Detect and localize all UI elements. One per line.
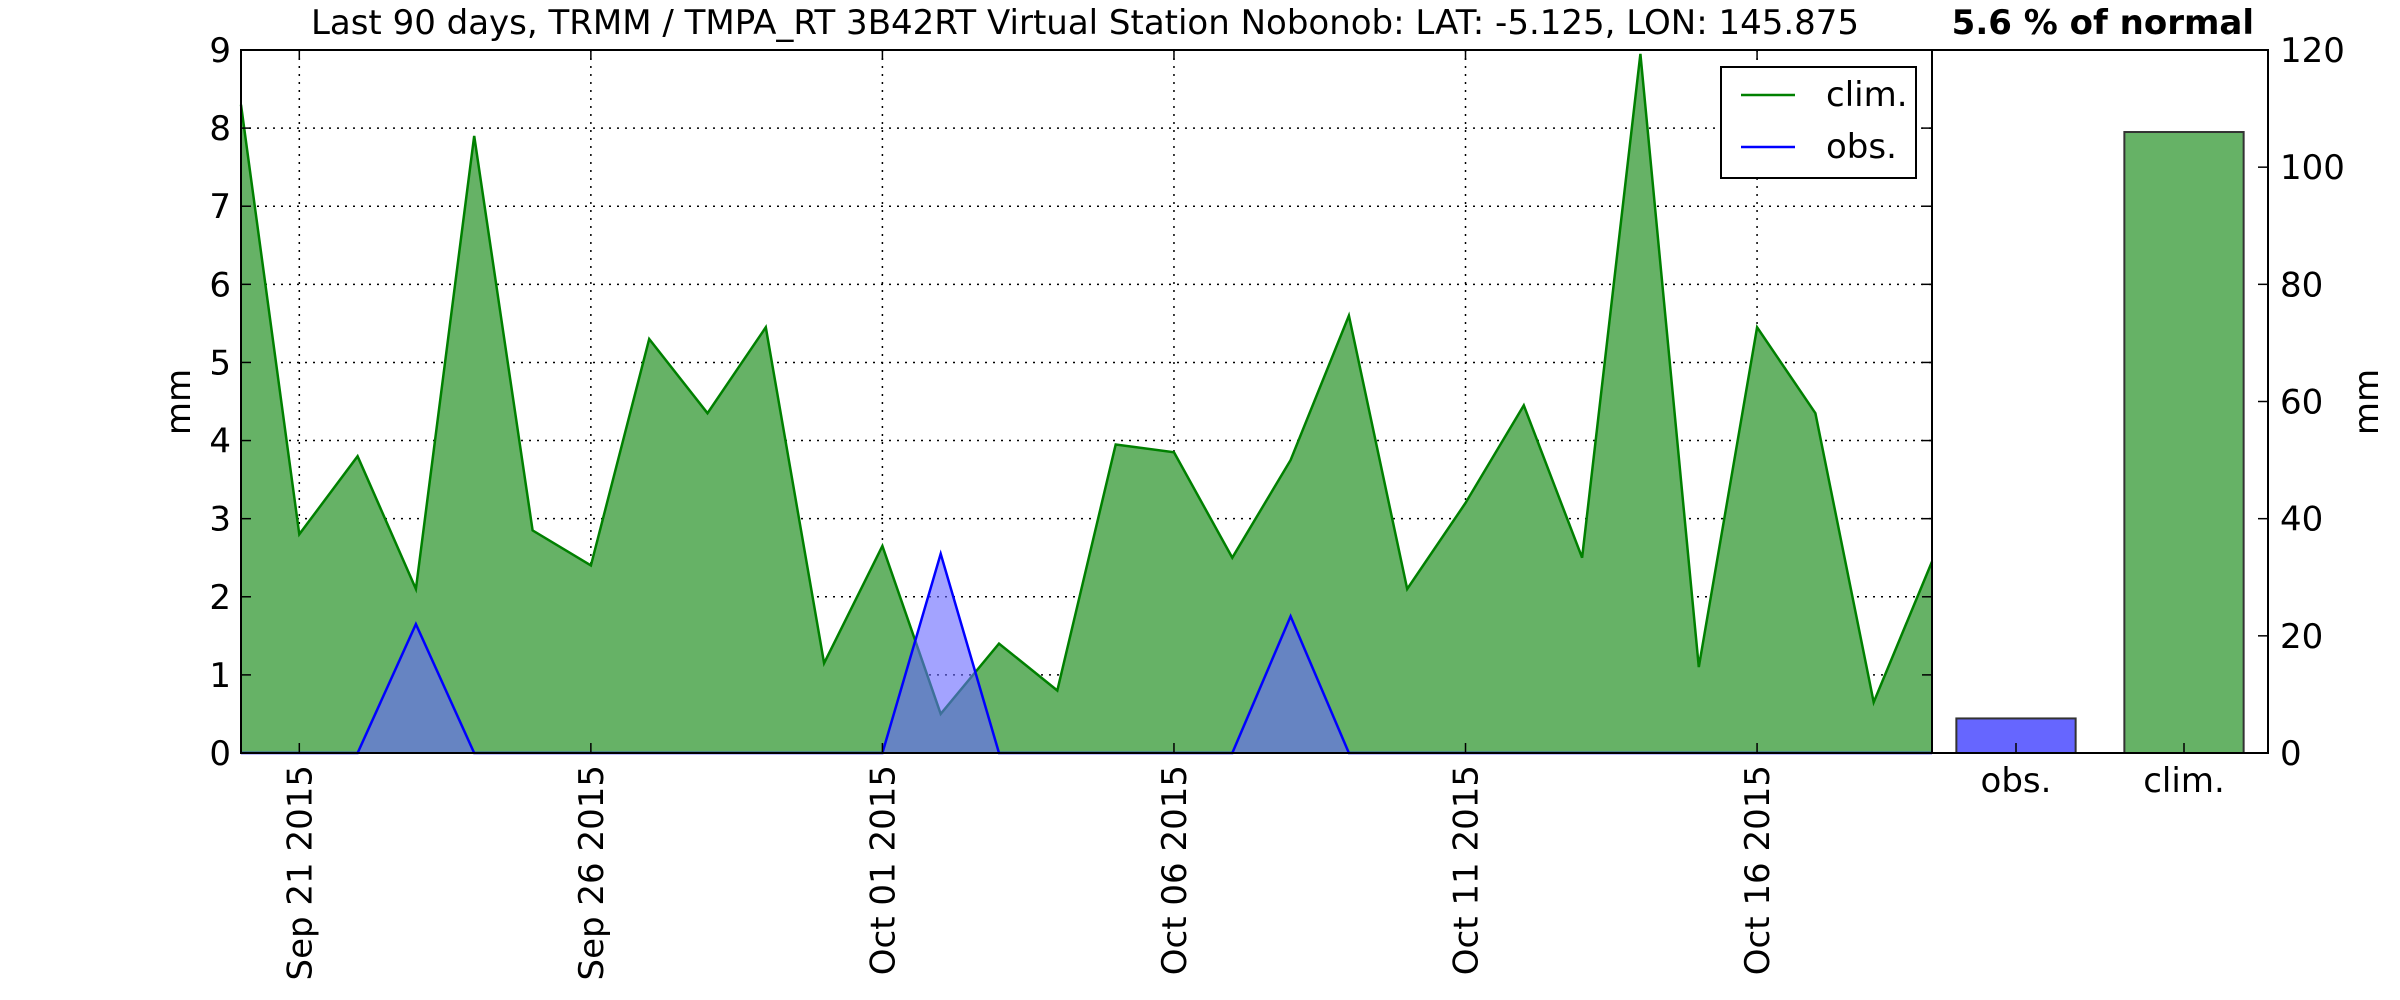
bar-y-tick-label: 0 (2280, 734, 2302, 774)
bar-x-tick-label: obs. (1981, 761, 2052, 801)
x-tick-label: Sep 26 2015 (572, 765, 612, 981)
x-tick-label: Oct 16 2015 (1738, 765, 1778, 975)
bar-x-tick-label: clim. (2143, 761, 2225, 801)
bar-clim (2123, 131, 2245, 754)
y-tick-label: 5 (209, 343, 231, 383)
bar-y-axis-label: mm (2347, 369, 2387, 435)
x-tick-label: Sep 21 2015 (280, 765, 320, 981)
y-tick-label: 8 (209, 109, 231, 149)
bar-y-tick-label: 120 (2280, 31, 2345, 71)
main-y-axis-label: mm (159, 369, 199, 435)
bar-y-tick-label: 60 (2280, 383, 2323, 423)
bar-y-tick-label: 80 (2280, 265, 2323, 305)
chart-title: Last 90 days, TRMM / TMPA_RT 3B42RT Virt… (311, 3, 1859, 43)
y-tick-label: 2 (209, 578, 231, 618)
x-tick-label: Oct 01 2015 (863, 765, 903, 975)
legend-obs-label: obs. (1826, 127, 1897, 167)
main-x-ticks: Sep 21 2015 Sep 26 2015 Oct 01 2015 Oct 06 … (280, 50, 1778, 981)
legend: clim. obs. (1720, 66, 1917, 179)
area-fill (241, 553, 1932, 753)
percent-of-normal-title: 5.6 % of normal (1952, 3, 2254, 43)
summary-bar-panel: 5.6 % of normal 0 20 40 60 80 100 120 obs. clim… (1931, 3, 2387, 801)
y-tick-label: 3 (209, 500, 231, 540)
clim-area-series (239, 53, 1934, 753)
y-tick-label: 4 (209, 422, 231, 462)
y-tick-label: 0 (209, 734, 231, 774)
time-series-panel: Last 90 days, TRMM / TMPA_RT 3B42RT Virt… (159, 3, 1934, 981)
bar-y-tick-label: 40 (2280, 500, 2323, 540)
bar-plot-frame (1931, 49, 2269, 754)
bar-y-tick-label: 20 (2280, 617, 2323, 657)
x-tick-label: Oct 11 2015 (1447, 765, 1487, 975)
y-tick-label: 7 (209, 187, 231, 227)
series-line (239, 53, 1934, 717)
main-y-ticks: 0 1 2 3 4 5 6 7 8 9 (209, 31, 1932, 774)
bar-y-ticks: 0 20 40 60 80 100 120 (2258, 31, 2345, 774)
y-tick-label: 6 (209, 265, 231, 305)
area-fill (241, 53, 1932, 753)
legend-box (1720, 66, 1917, 179)
y-tick-label: 9 (209, 31, 231, 71)
bar-series (1955, 131, 2245, 755)
x-tick-label: Oct 06 2015 (1155, 765, 1195, 975)
y-tick-label: 1 (209, 656, 231, 696)
legend-clim-label: clim. (1826, 75, 1908, 115)
bar-x-ticks: obs. clim. (1981, 743, 2225, 801)
bar-y-tick-label: 100 (2280, 148, 2345, 188)
